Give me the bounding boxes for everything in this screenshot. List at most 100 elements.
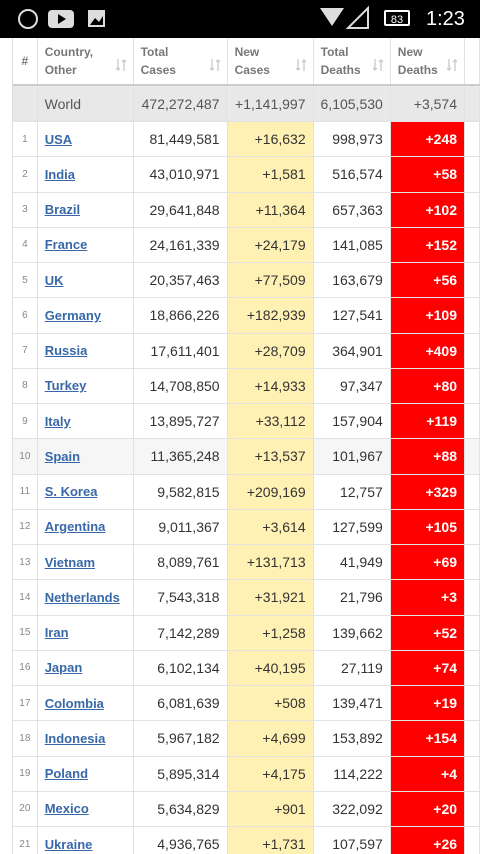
total-cases-cell: 8,089,761 (134, 545, 228, 580)
header-cell (465, 38, 480, 84)
country-row: 1 USA 81,449,581 +16,632 998,973 +248 (13, 122, 480, 158)
rank-cell: 19 (13, 756, 38, 791)
header-label: Total Cases (140, 45, 176, 77)
total-deaths-cell: 12,757 (314, 474, 391, 509)
country-row: 21 Ukraine 4,936,765 +1,731 107,597 +26 (13, 827, 480, 854)
rank-cell: 4 (13, 227, 38, 262)
country-link[interactable]: Mexico (44, 801, 89, 817)
new-cases-cell: +31,921 (227, 580, 314, 615)
rank-cell: 17 (13, 686, 38, 721)
header-row: # Country, Other Total Cases New Cases Total… (13, 38, 480, 86)
sort-icon[interactable] (209, 58, 221, 72)
new-deaths-cell: +154 (390, 721, 466, 756)
total-deaths-cell: 97,347 (314, 368, 391, 403)
new-deaths-cell: +56 (390, 263, 466, 298)
country-link[interactable]: Colombia (44, 695, 104, 711)
total-deaths-cell: 157,904 (314, 404, 391, 439)
extra-cell (465, 333, 480, 368)
rank-cell: 5 (13, 263, 38, 298)
country-link[interactable]: UK (44, 272, 64, 288)
country-link[interactable]: USA (44, 131, 73, 147)
country-link[interactable]: Indonesia (44, 730, 106, 746)
new-deaths-cell: +109 (390, 298, 466, 333)
country-link[interactable]: Netherlands (44, 589, 120, 605)
country-cell: Germany (38, 298, 134, 333)
extra-cell (465, 298, 480, 333)
total-deaths-cell: 322,092 (314, 791, 391, 826)
header-label: # (21, 54, 29, 68)
extra-cell (465, 615, 480, 650)
country-link[interactable]: Spain (44, 448, 81, 464)
total-cases-cell: 14,708,850 (134, 368, 228, 403)
new-cases-cell: +508 (227, 686, 314, 721)
country-row: 6 Germany 18,866,226 +182,939 127,541 +109 (13, 298, 480, 334)
country-link[interactable]: Italy (44, 413, 71, 429)
extra-cell (465, 474, 480, 509)
total-cases-cell: 5,634,829 (134, 791, 228, 826)
total-deaths-cell: 27,119 (314, 650, 391, 685)
country-cell: Argentina (38, 509, 134, 544)
country-link[interactable]: Germany (44, 307, 102, 323)
country-link[interactable]: S. Korea (44, 484, 98, 500)
total-cases-cell: 18,866,226 (134, 298, 228, 333)
country-link[interactable]: France (44, 237, 88, 253)
new-cases-cell: +1,581 (227, 157, 314, 192)
country-link[interactable]: Vietnam (44, 554, 96, 570)
new-cases-cell: +901 (227, 791, 314, 826)
new-deaths-cell: +58 (390, 157, 466, 192)
new-cases-cell: +16,632 (227, 122, 314, 157)
rank-cell: 6 (13, 298, 38, 333)
new-deaths-cell: +152 (390, 227, 466, 262)
rank-cell: 21 (13, 827, 38, 854)
covid-table: # Country, Other Total Cases New Cases Total… (12, 38, 480, 854)
sort-icon[interactable] (446, 58, 458, 72)
country-cell: France (38, 227, 134, 262)
new-deaths-cell: +20 (390, 791, 466, 826)
new-deaths-cell: +74 (390, 650, 466, 685)
total-cases-cell: 13,895,727 (134, 404, 228, 439)
country-row: 16 Japan 6,102,134 +40,195 27,119 +74 (13, 650, 480, 686)
sort-icon[interactable] (115, 58, 127, 72)
new-deaths-cell: +80 (390, 368, 466, 403)
total-deaths-cell: 127,541 (314, 298, 391, 333)
header-cell[interactable]: New Deaths (390, 38, 466, 84)
world-cell: 472,272,487 (133, 86, 228, 121)
status-bar: 83 1:23 (0, 0, 480, 38)
country-link[interactable]: Turkey (44, 378, 87, 394)
country-link[interactable]: Iran (44, 625, 69, 641)
rank-cell: 2 (13, 157, 38, 192)
total-deaths-cell: 998,973 (314, 122, 391, 157)
country-cell: Vietnam (38, 545, 134, 580)
header-label: New Deaths (397, 45, 438, 77)
world-cell: World (37, 86, 134, 121)
rank-cell: 16 (13, 650, 38, 685)
header-label: Country, Other (44, 45, 94, 77)
total-deaths-cell: 139,471 (314, 686, 391, 721)
extra-cell (465, 192, 480, 227)
new-cases-cell: +11,364 (227, 192, 314, 227)
new-deaths-cell: +329 (390, 474, 466, 509)
extra-cell (465, 791, 480, 826)
country-link[interactable]: Poland (44, 766, 89, 782)
sort-icon[interactable] (372, 58, 384, 72)
header-cell: # (13, 38, 38, 84)
total-cases-cell: 6,102,134 (134, 650, 228, 685)
new-cases-cell: +33,112 (227, 404, 314, 439)
total-deaths-cell: 114,222 (314, 756, 391, 791)
country-link[interactable]: Japan (44, 660, 83, 676)
country-link[interactable]: India (44, 166, 76, 182)
header-cell[interactable]: Total Cases (133, 38, 228, 84)
country-row: 20 Mexico 5,634,829 +901 322,092 +20 (13, 791, 480, 827)
country-link[interactable]: Brazil (44, 202, 81, 218)
new-deaths-cell: +105 (390, 509, 466, 544)
total-cases-cell: 4,936,765 (134, 827, 228, 854)
header-cell[interactable]: Country, Other (37, 38, 134, 84)
country-link[interactable]: Russia (44, 343, 88, 359)
country-link[interactable]: Ukraine (44, 836, 93, 852)
header-cell[interactable]: Total Deaths (313, 38, 391, 84)
country-link[interactable]: Argentina (44, 519, 106, 535)
world-row: World 472,272,487 +1,141,997 6,105,530 +3,57… (13, 86, 480, 122)
header-cell[interactable]: New Cases (227, 38, 314, 84)
total-cases-cell: 43,010,971 (134, 157, 228, 192)
sort-icon[interactable] (295, 58, 307, 72)
